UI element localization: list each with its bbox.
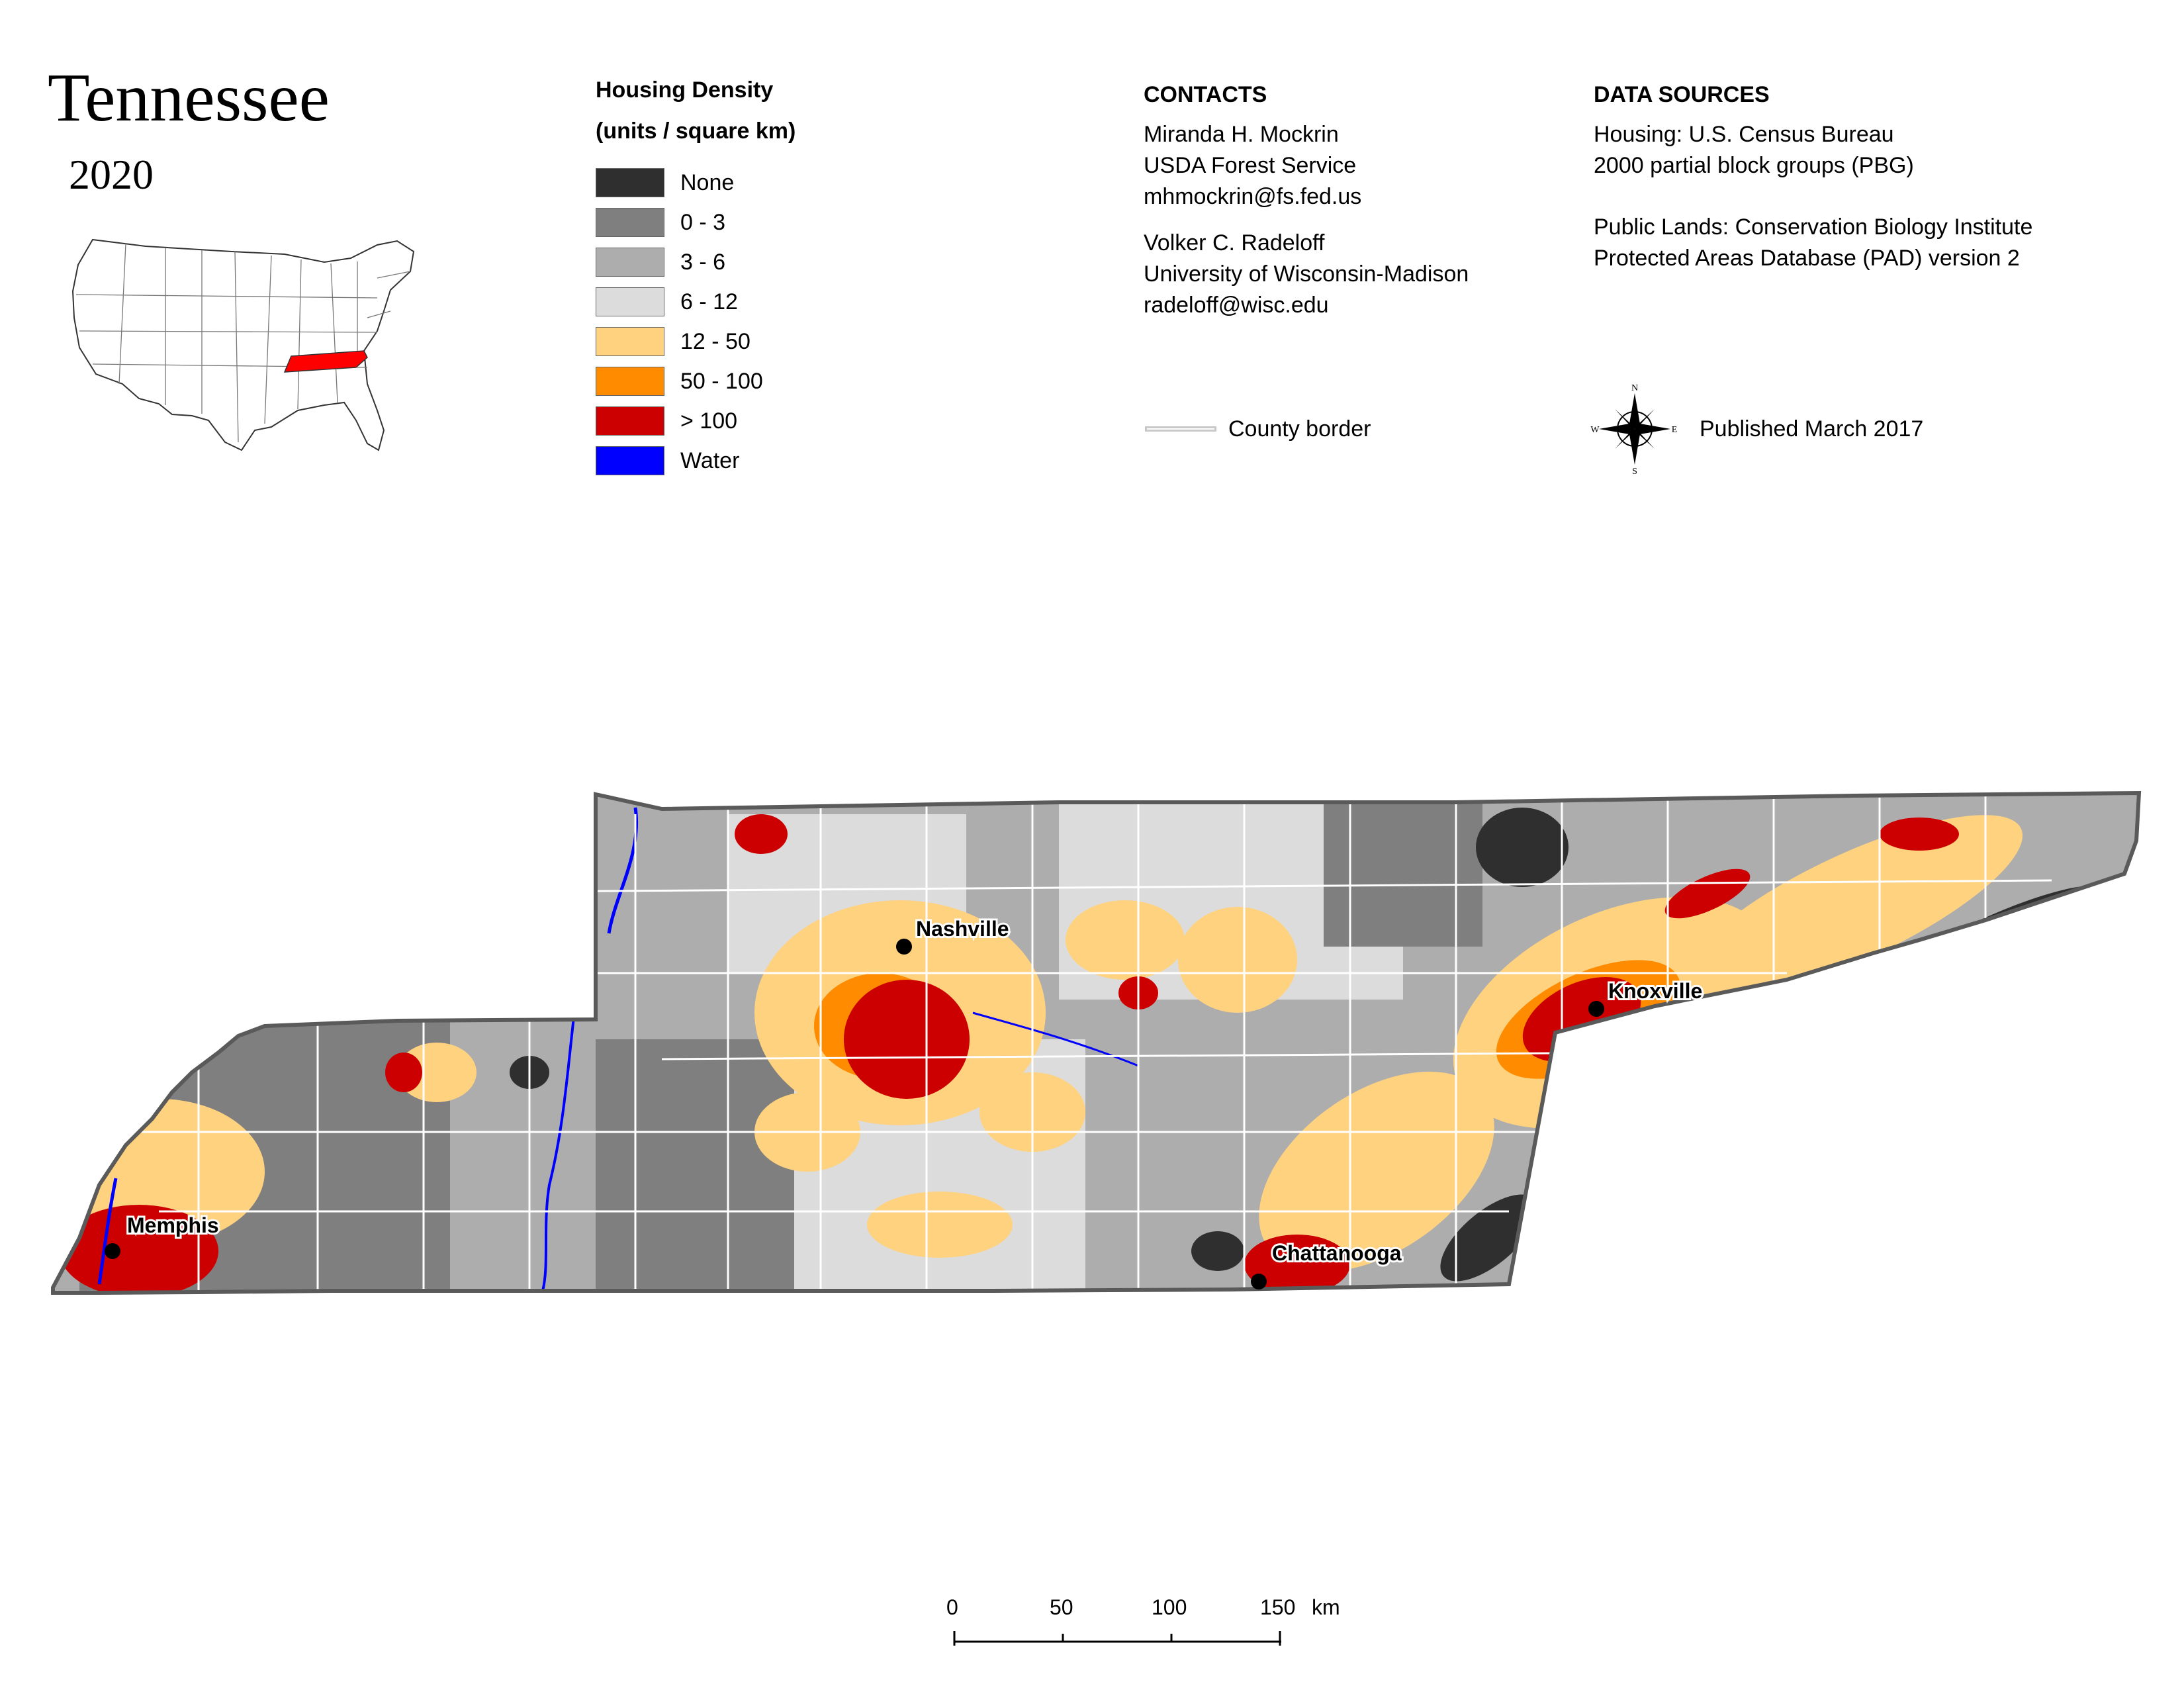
legend-title: Housing Density <box>596 77 774 103</box>
tennessee-highlight <box>283 350 368 373</box>
city-label: Memphis <box>127 1213 219 1237</box>
city-chattanooga[interactable]: Chattanooga <box>1251 1239 1404 1289</box>
legend-swatch <box>596 367 664 396</box>
legend-swatch <box>596 168 664 197</box>
tennessee-state-outline <box>51 790 2142 1295</box>
compass-rose-icon: N S W E <box>1590 383 1678 475</box>
legend-label: 0 - 3 <box>680 209 726 235</box>
contact-radeloff: Volker C. Radeloff University of Wiscons… <box>1144 228 1469 321</box>
contacts-heading: CONTACTS <box>1144 82 1267 107</box>
scale-label-100: 100 <box>1152 1595 1187 1619</box>
city-memphis[interactable]: Memphis <box>105 1211 221 1259</box>
county-border-swatch <box>1145 426 1216 432</box>
city-label: Knoxville <box>1608 979 1702 1003</box>
city-knoxville[interactable]: Knoxville <box>1588 977 1704 1017</box>
legend-item-water: Water <box>596 444 739 478</box>
tennessee-housing-density-map: Nashville Knoxville Memphis Chattanooga <box>51 790 2142 1295</box>
contact-name: Miranda H. Mockrin <box>1144 122 1339 147</box>
source-line: Protected Areas Database (PAD) version 2 <box>1594 245 2020 271</box>
source-line: 2000 partial block groups (PBG) <box>1594 152 1914 178</box>
legend-item-6-12: 6 - 12 <box>596 285 738 319</box>
scale-label-50: 50 <box>1050 1595 1073 1619</box>
legend-label: 50 - 100 <box>680 368 763 394</box>
contact-email[interactable]: mhmockrin@fs.fed.us <box>1144 183 1362 209</box>
legend-item-none: None <box>596 165 734 200</box>
contact-email[interactable]: radeloff@wisc.edu <box>1144 292 1329 318</box>
contact-org: University of Wisconsin-Madison <box>1144 261 1469 287</box>
us-outline <box>71 238 415 451</box>
compass-e: E <box>1672 425 1678 435</box>
city-nashville[interactable]: Nashville <box>896 915 1011 955</box>
legend-item-50-100: 50 - 100 <box>596 364 763 399</box>
published-date: Published March 2017 <box>1700 416 1924 442</box>
data-sources-heading: DATA SOURCES <box>1594 82 1770 107</box>
legend-swatch <box>596 248 664 277</box>
legend-item-3-6: 3 - 6 <box>596 245 725 279</box>
scale-bar <box>953 1631 1281 1646</box>
map-title: Tennessee <box>48 60 330 136</box>
contact-mockrin: Miranda H. Mockrin USDA Forest Service m… <box>1144 119 1361 212</box>
scale-label-150: 150 <box>1260 1595 1296 1619</box>
source-housing: Housing: U.S. Census Bureau 2000 partial… <box>1594 119 1914 181</box>
county-border-label: County border <box>1228 416 1371 442</box>
scale-unit: km <box>1312 1595 1340 1619</box>
legend-label: 6 - 12 <box>680 289 738 314</box>
contact-name: Volker C. Radeloff <box>1144 230 1325 256</box>
legend-swatch <box>596 406 664 436</box>
city-label: Nashville <box>916 917 1009 941</box>
source-line: Public Lands: Conservation Biology Insti… <box>1594 214 2033 240</box>
scale-label-0: 0 <box>946 1595 958 1619</box>
legend-item-12-50: 12 - 50 <box>596 324 751 359</box>
legend-label: 12 - 50 <box>680 328 751 354</box>
legend-item-over-100: > 100 <box>596 404 737 438</box>
map-year: 2020 <box>69 151 154 198</box>
legend-label: None <box>680 169 735 195</box>
source-public-lands: Public Lands: Conservation Biology Insti… <box>1594 212 2032 274</box>
legend-label: 3 - 6 <box>680 249 726 275</box>
legend-swatch <box>596 208 664 237</box>
legend-label: Water <box>680 447 740 473</box>
compass-s: S <box>1632 467 1637 475</box>
legend-label: > 100 <box>680 408 738 434</box>
city-label: Chattanooga <box>1272 1241 1402 1265</box>
legend-item-0-3: 0 - 3 <box>596 205 725 240</box>
legend-swatch <box>596 287 664 316</box>
us-locator-map <box>71 238 415 451</box>
source-line: Housing: U.S. Census Bureau <box>1594 122 1894 147</box>
compass-n: N <box>1631 383 1638 393</box>
contact-org: USDA Forest Service <box>1144 152 1357 178</box>
legend-swatch <box>596 327 664 356</box>
compass-w: W <box>1590 425 1600 435</box>
legend-subtitle: (units / square km) <box>596 118 796 144</box>
legend-swatch <box>596 446 664 475</box>
